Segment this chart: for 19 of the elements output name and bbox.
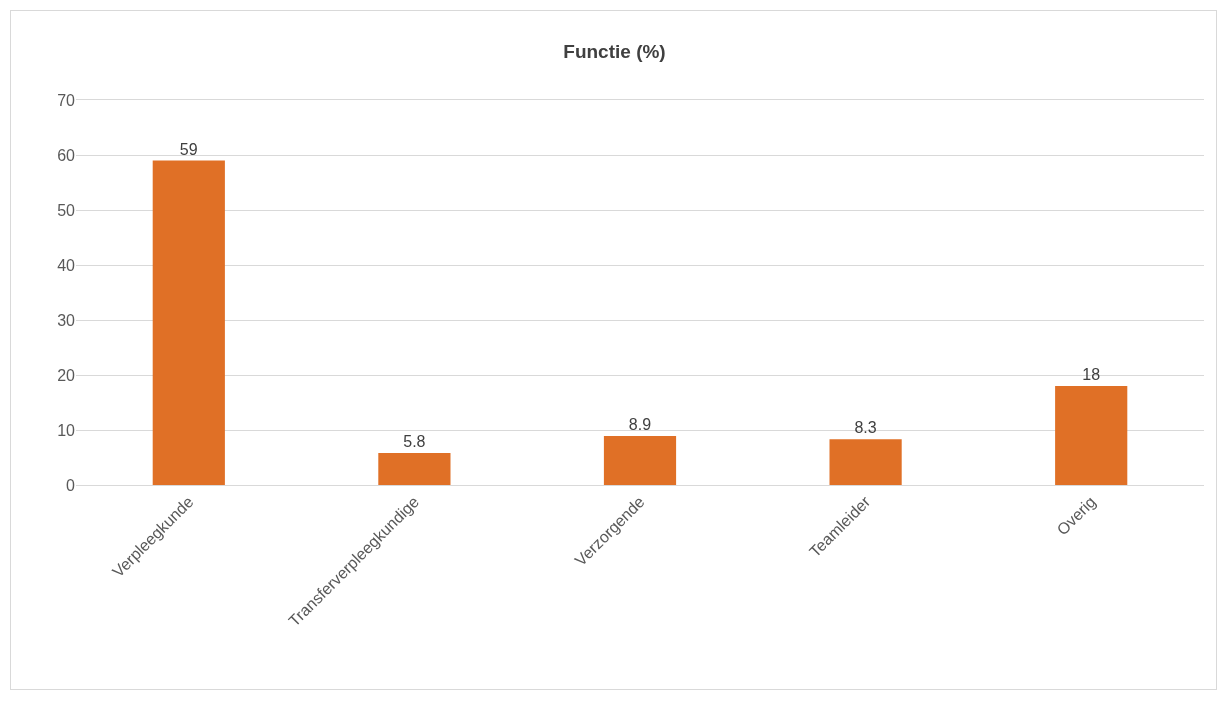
- data-label: 18: [1082, 366, 1101, 383]
- y-tick-label: 40: [57, 256, 76, 274]
- bar: [378, 453, 451, 485]
- y-tick-label: 60: [57, 146, 76, 164]
- bar: [829, 439, 902, 485]
- data-label: 8.3: [854, 419, 877, 437]
- y-tick-label: 70: [57, 91, 76, 109]
- y-tick-label: 0: [66, 476, 76, 494]
- chart-title: Functie (%): [563, 41, 666, 63]
- bar: [1055, 386, 1128, 485]
- data-label: 8.9: [628, 416, 652, 434]
- y-tick-label: 50: [57, 201, 76, 219]
- data-label: 59: [179, 140, 198, 158]
- data-label: 5.8: [403, 433, 426, 451]
- y-tick-label: 30: [57, 311, 76, 329]
- bar: [152, 160, 225, 485]
- y-tick-label: 10: [57, 421, 76, 439]
- y-tick-label: 20: [57, 366, 76, 384]
- bar: [603, 436, 677, 485]
